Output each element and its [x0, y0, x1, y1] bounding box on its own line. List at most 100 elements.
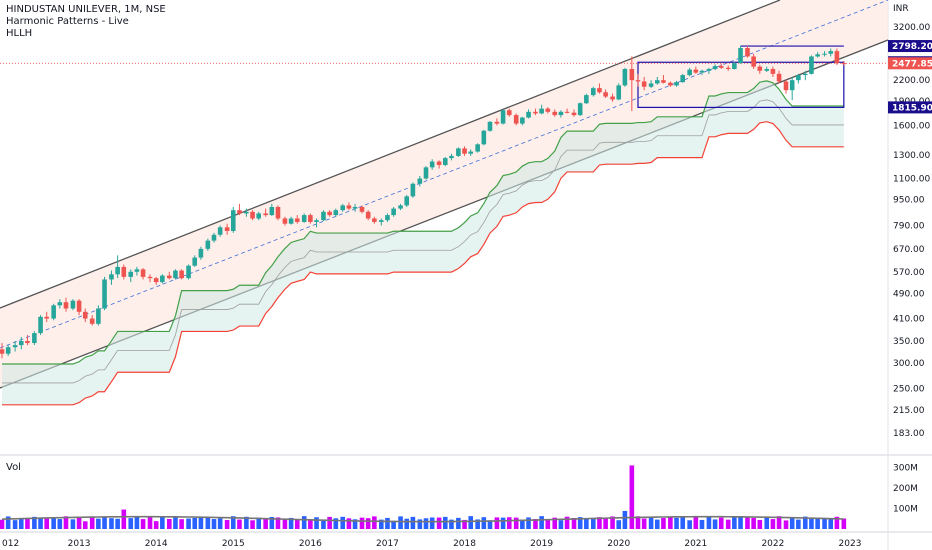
candle	[359, 205, 365, 214]
candle-body	[115, 266, 120, 275]
volume-tick-label: 300M	[893, 464, 918, 474]
volume-bar	[82, 521, 88, 529]
candle-body	[275, 206, 281, 219]
candle-body	[500, 110, 506, 124]
candle	[352, 203, 358, 212]
volume-bar	[38, 517, 43, 529]
candle-body	[398, 205, 403, 209]
volume-tick-label: 200M	[893, 484, 918, 494]
candle-body	[687, 69, 692, 76]
volume-bar	[706, 516, 712, 529]
candle-body	[179, 270, 184, 279]
candle	[269, 203, 275, 216]
volume-bar	[391, 520, 396, 529]
volume-bar	[545, 520, 551, 529]
candle	[121, 264, 127, 280]
candle	[192, 255, 198, 267]
candle	[577, 102, 583, 116]
candle-body	[147, 276, 153, 279]
volume-bar	[500, 517, 506, 529]
volume-bar	[250, 520, 255, 529]
price-tick-label: 1600.00	[893, 121, 930, 131]
candle	[82, 308, 88, 323]
indicator-label-hllh: HLLH	[6, 28, 33, 39]
time-tick-label: 2013	[68, 539, 91, 549]
candle-body	[603, 92, 608, 97]
candle-body	[718, 66, 724, 68]
candle	[57, 299, 63, 309]
candle-body	[256, 213, 262, 219]
candle	[533, 108, 538, 116]
candle-body	[224, 227, 230, 231]
volume-bar	[597, 517, 602, 529]
candle-body	[417, 178, 423, 184]
candle-body	[128, 271, 134, 277]
candle-body	[0, 349, 5, 354]
candle-body	[526, 111, 531, 118]
candle	[134, 266, 140, 276]
candle-body	[616, 85, 622, 100]
price-unit-label: INR	[893, 4, 909, 14]
volume-bar	[725, 519, 731, 529]
candle	[802, 70, 808, 81]
volume-bar	[699, 519, 705, 529]
candle-body	[359, 206, 365, 212]
candle-body	[198, 248, 204, 258]
candle	[314, 218, 319, 228]
candle	[487, 120, 493, 132]
candle	[738, 45, 743, 64]
candle	[789, 76, 795, 101]
volume-bar	[796, 519, 801, 529]
price-tag-label: 2798.20	[892, 42, 932, 52]
candle	[751, 53, 756, 70]
candle	[552, 109, 558, 117]
candle	[513, 113, 519, 126]
volume-bar	[217, 518, 223, 529]
candle	[12, 340, 18, 352]
volume-bar	[70, 519, 76, 529]
price-tag-box	[888, 101, 932, 114]
volume-bar	[192, 517, 198, 529]
volume-bar	[635, 516, 641, 529]
candle-body	[140, 269, 146, 277]
volume-bar	[539, 516, 544, 529]
price-tick-label: 2200.00	[893, 76, 930, 86]
candle-body	[751, 56, 756, 67]
time-tick-label: 2017	[376, 539, 399, 549]
channel-median-line	[0, 0, 889, 349]
candle	[442, 157, 448, 167]
candle-body	[76, 300, 82, 312]
time-tick-label: 2021	[684, 539, 707, 549]
candle	[603, 89, 608, 99]
candle-body	[641, 81, 647, 87]
volume-bar	[237, 519, 242, 529]
candle	[63, 297, 69, 312]
candle-body	[173, 270, 178, 279]
candle	[590, 86, 596, 97]
volume-bar	[230, 516, 236, 529]
volume-bar	[654, 519, 660, 529]
candle	[38, 315, 43, 336]
candle-body	[321, 211, 326, 221]
volume-bar	[372, 516, 377, 529]
volume-bar	[456, 517, 461, 529]
volume-bar	[44, 518, 50, 529]
volume-bar	[365, 518, 371, 529]
candle	[333, 208, 339, 217]
candle-body	[815, 54, 820, 57]
volume-bar	[275, 517, 281, 529]
candle-body	[372, 218, 377, 222]
price-tick-label: 215.00	[893, 406, 925, 416]
candle	[687, 67, 692, 77]
candle	[635, 73, 641, 87]
candle-body	[533, 111, 538, 114]
candle-body	[44, 316, 50, 319]
candle	[173, 269, 178, 280]
volume-bar	[687, 520, 692, 529]
candle-body	[82, 311, 88, 319]
candle-body	[680, 75, 686, 83]
volume-bar	[308, 519, 313, 529]
volume-bar	[128, 518, 134, 529]
candle	[76, 299, 82, 316]
